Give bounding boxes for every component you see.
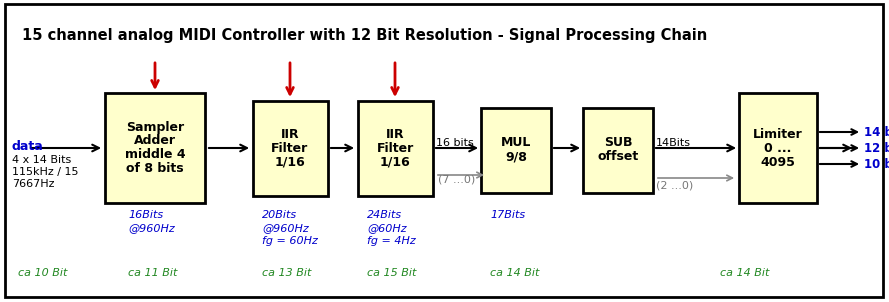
Text: SUB: SUB — [604, 137, 632, 149]
Text: Filter: Filter — [376, 142, 413, 155]
Bar — [105, 93, 205, 203]
Text: middle 4: middle 4 — [124, 149, 185, 162]
Bar — [481, 108, 551, 192]
Text: IIR: IIR — [386, 127, 404, 140]
Text: 7667Hz: 7667Hz — [12, 179, 54, 189]
Text: @60Hz: @60Hz — [367, 223, 406, 233]
Text: (7 ...0): (7 ...0) — [438, 175, 476, 185]
Text: fg = 4Hz: fg = 4Hz — [367, 236, 416, 246]
Text: 0 ...: 0 ... — [765, 142, 792, 155]
Text: 12 bit: 12 bit — [864, 142, 889, 155]
Text: fg = 60Hz: fg = 60Hz — [262, 236, 318, 246]
Text: 14 bit: 14 bit — [864, 126, 889, 139]
Bar — [739, 93, 817, 203]
Text: ca 15 Bit: ca 15 Bit — [367, 268, 416, 278]
Text: of 8 bits: of 8 bits — [126, 162, 184, 175]
Text: ca 11 Bit: ca 11 Bit — [128, 268, 178, 278]
Text: 14Bits: 14Bits — [656, 138, 691, 148]
Text: IIR: IIR — [281, 127, 300, 140]
Bar — [583, 108, 653, 192]
Text: ca 10 Bit: ca 10 Bit — [18, 268, 68, 278]
Text: ca 13 Bit: ca 13 Bit — [262, 268, 311, 278]
Text: 10 bit: 10 bit — [864, 158, 889, 171]
Text: 16 bits: 16 bits — [436, 138, 474, 148]
Text: offset: offset — [597, 150, 638, 163]
Text: 20Bits: 20Bits — [262, 210, 297, 220]
Text: @960Hz: @960Hz — [128, 223, 175, 233]
Text: data: data — [12, 140, 44, 153]
Text: 17Bits: 17Bits — [490, 210, 525, 220]
Bar — [357, 101, 433, 195]
Text: MUL: MUL — [501, 137, 532, 149]
Text: ca 14 Bit: ca 14 Bit — [490, 268, 540, 278]
Text: 1/16: 1/16 — [380, 156, 411, 169]
Text: (2 ...0): (2 ...0) — [656, 180, 693, 190]
Text: ca 14 Bit: ca 14 Bit — [720, 268, 769, 278]
Text: Sampler: Sampler — [126, 120, 184, 133]
Text: Filter: Filter — [271, 142, 308, 155]
Text: Limiter: Limiter — [753, 127, 803, 140]
Text: 15 channel analog MIDI Controller with 12 Bit Resolution - Signal Processing Cha: 15 channel analog MIDI Controller with 1… — [22, 28, 708, 43]
Text: 1/16: 1/16 — [275, 156, 306, 169]
Text: Adder: Adder — [134, 134, 176, 147]
Text: 9/8: 9/8 — [505, 150, 527, 163]
Text: 4095: 4095 — [761, 156, 796, 169]
Text: 24Bits: 24Bits — [367, 210, 402, 220]
Text: 115kHz / 15: 115kHz / 15 — [12, 167, 78, 177]
Bar — [252, 101, 327, 195]
Text: 4 x 14 Bits: 4 x 14 Bits — [12, 155, 71, 165]
Text: 16Bits: 16Bits — [128, 210, 163, 220]
Text: @960Hz: @960Hz — [262, 223, 308, 233]
